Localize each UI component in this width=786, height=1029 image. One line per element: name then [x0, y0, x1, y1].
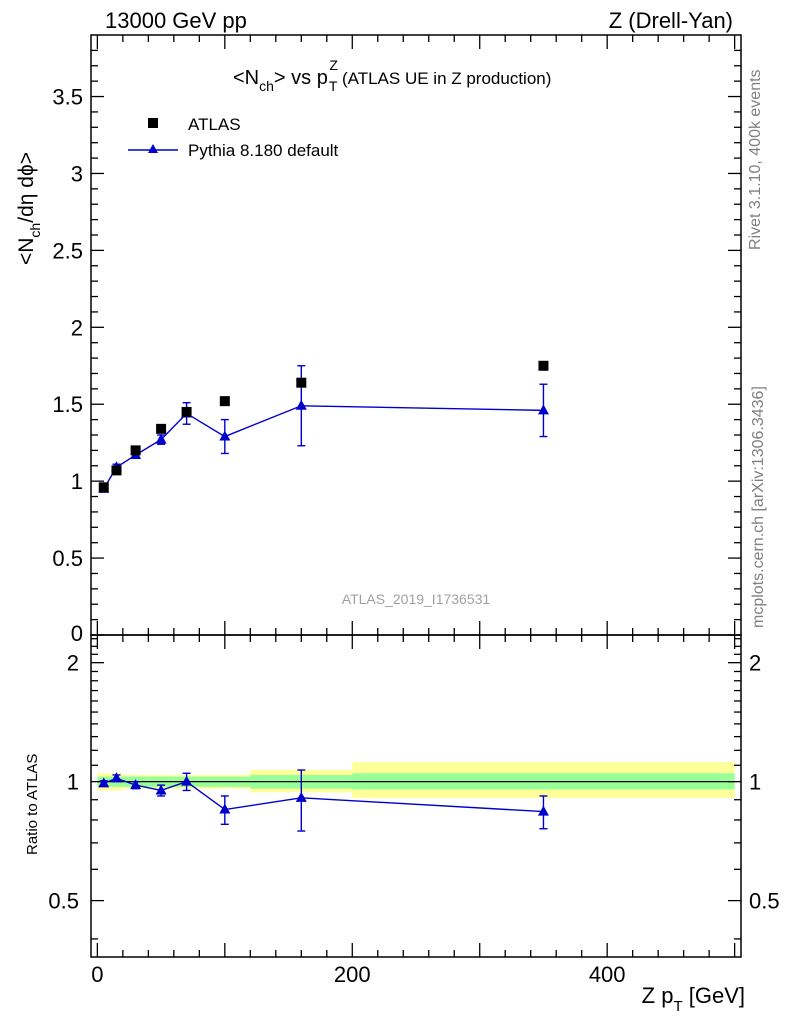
ratio-ytick-label-right: 2: [749, 651, 761, 676]
ratio-ytick-label-right: 0.5: [749, 889, 780, 914]
legend-pythia-label: Pythia 8.180 default: [188, 141, 339, 160]
source-label: mcplots.cern.ch [arXiv:1306.3436]: [750, 386, 767, 628]
ratio-frame: [90, 634, 742, 958]
ratio-pythia-point: [219, 803, 231, 814]
atlas-point: [296, 377, 307, 388]
ratio-pythia-point: [130, 779, 142, 790]
pythia-point: [155, 433, 167, 444]
legend-pythia-marker: [148, 144, 158, 153]
analysis-watermark: ATLAS_2019_I1736531: [342, 591, 491, 607]
ratio-xtick-label: 200: [334, 962, 371, 987]
ratio-ytick-label: 1: [67, 770, 79, 795]
legend: ATLAS Pythia 8.180 default: [128, 115, 339, 160]
main-ytick-label: 2.5: [52, 238, 83, 263]
ratio-pythia-point: [155, 784, 167, 795]
atlas-point: [130, 445, 141, 456]
ratio-pythia-point: [537, 805, 549, 816]
main-ytick-label: 1: [71, 469, 83, 494]
main-ytick-label: 2: [71, 315, 83, 340]
main-ylabel: <Nch/dη dϕ>: [15, 152, 43, 265]
ratio-xtick-label: 0: [91, 962, 103, 987]
atlas-point: [181, 406, 192, 417]
pythia-point: [295, 399, 307, 410]
ratio-pythia-point: [110, 772, 122, 783]
atlas-point: [98, 482, 109, 493]
ratio-ytick-label: 0.5: [48, 889, 79, 914]
legend-atlas-marker: [148, 118, 158, 128]
atlas-point: [538, 360, 549, 371]
main-ytick-label: 3: [71, 161, 83, 186]
rivet-label: Rivet 3.1.10, 400k events: [747, 69, 764, 250]
header-right: Z (Drell-Yan): [609, 8, 733, 33]
ratio-ytick-label-right: 1: [749, 770, 761, 795]
main-ytick-label: 0: [71, 621, 83, 646]
ratio-ytick-label: 2: [67, 651, 79, 676]
pythia-point: [219, 430, 231, 441]
ratio-pythia-point: [181, 775, 193, 786]
ratio-xtick-label: 400: [589, 962, 626, 987]
header-left: 13000 GeV pp: [105, 8, 247, 33]
atlas-point: [156, 423, 167, 434]
atlas-point: [111, 465, 122, 476]
pythia-point: [537, 404, 549, 415]
legend-atlas-label: ATLAS: [188, 115, 241, 134]
atlas-point: [219, 396, 230, 407]
xlabel: Z pT [GeV]: [642, 983, 745, 1015]
main-title: <Nch> vs pTZ(ATLAS UE in Z production): [233, 57, 551, 94]
ratio-pythia-point: [295, 791, 307, 802]
main-ytick-label: 0.5: [52, 546, 83, 571]
main-ytick-label: 3.5: [52, 85, 83, 110]
pythia-line: [103, 405, 544, 490]
ratio-ylabel: Ratio to ATLAS: [24, 754, 41, 855]
ratio-plot: 0 200 400 0.5 0.5 1 1 2 2: [48, 634, 780, 987]
ratio-pythia-point: [98, 777, 110, 788]
main-ytick-label: 1.5: [52, 392, 83, 417]
